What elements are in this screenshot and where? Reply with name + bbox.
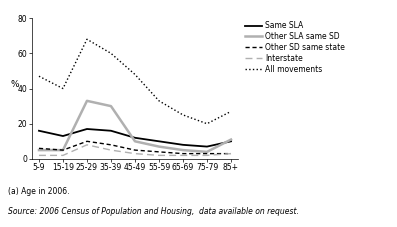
Text: (a) Age in 2006.: (a) Age in 2006. — [8, 187, 69, 196]
Legend: Same SLA, Other SLA same SD, Other SD same state, Interstate, All movements: Same SLA, Other SLA same SD, Other SD sa… — [242, 18, 348, 77]
Y-axis label: %: % — [11, 79, 19, 89]
Text: Source: 2006 Census of Population and Housing,  data available on request.: Source: 2006 Census of Population and Ho… — [8, 207, 299, 216]
